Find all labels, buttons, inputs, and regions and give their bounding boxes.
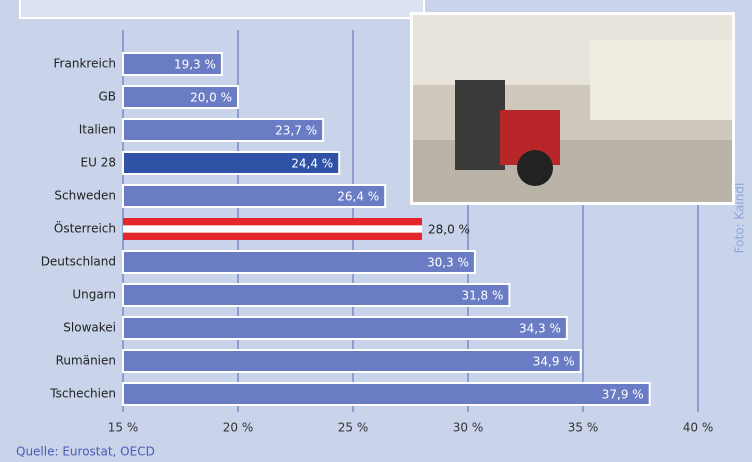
y-tick-label: Rumänien xyxy=(56,354,116,368)
value-label: 19,3 % xyxy=(174,58,216,72)
x-tick-label: 30 % xyxy=(453,421,484,435)
x-tick-label: 25 % xyxy=(338,421,369,435)
value-label: 31,8 % xyxy=(461,289,503,303)
y-tick-label: GB xyxy=(98,90,116,104)
photo xyxy=(410,12,735,205)
value-label: 34,3 % xyxy=(519,322,561,336)
y-tick-label: EU 28 xyxy=(81,156,116,170)
bar xyxy=(123,284,509,306)
y-tick-label: Tschechien xyxy=(49,387,116,401)
x-tick-label: 35 % xyxy=(568,421,599,435)
chart: Quelle: Eurostat, OECD Foto: Kaindl 15 %… xyxy=(0,0,752,462)
value-label: 28,0 % xyxy=(428,223,470,237)
value-label: 26,4 % xyxy=(337,190,379,204)
value-label: 24,4 % xyxy=(291,157,333,171)
y-tick-label: Deutschland xyxy=(41,255,116,269)
x-tick-label: 15 % xyxy=(108,421,139,435)
bar xyxy=(123,251,475,273)
header-box xyxy=(20,0,424,18)
y-tick-label: Österreich xyxy=(54,220,116,236)
y-tick-label: Slowakei xyxy=(63,321,116,335)
value-label: 30,3 % xyxy=(427,256,469,270)
source: Quelle: Eurostat, OECD xyxy=(16,445,155,459)
value-label: 34,9 % xyxy=(533,355,575,369)
y-tick-label: Schweden xyxy=(54,189,116,203)
y-tick-label: Frankreich xyxy=(54,57,116,71)
x-tick-label: 20 % xyxy=(223,421,254,435)
y-tick-label: Ungarn xyxy=(72,288,116,302)
flag-stripe xyxy=(123,225,422,232)
bar xyxy=(123,317,567,339)
value-label: 20,0 % xyxy=(190,91,232,105)
value-label: 37,9 % xyxy=(602,388,644,402)
x-tick-label: 40 % xyxy=(683,421,714,435)
y-tick-label: Italien xyxy=(79,123,116,137)
value-label: 23,7 % xyxy=(275,124,317,138)
bar xyxy=(123,350,581,372)
bar xyxy=(123,383,650,405)
